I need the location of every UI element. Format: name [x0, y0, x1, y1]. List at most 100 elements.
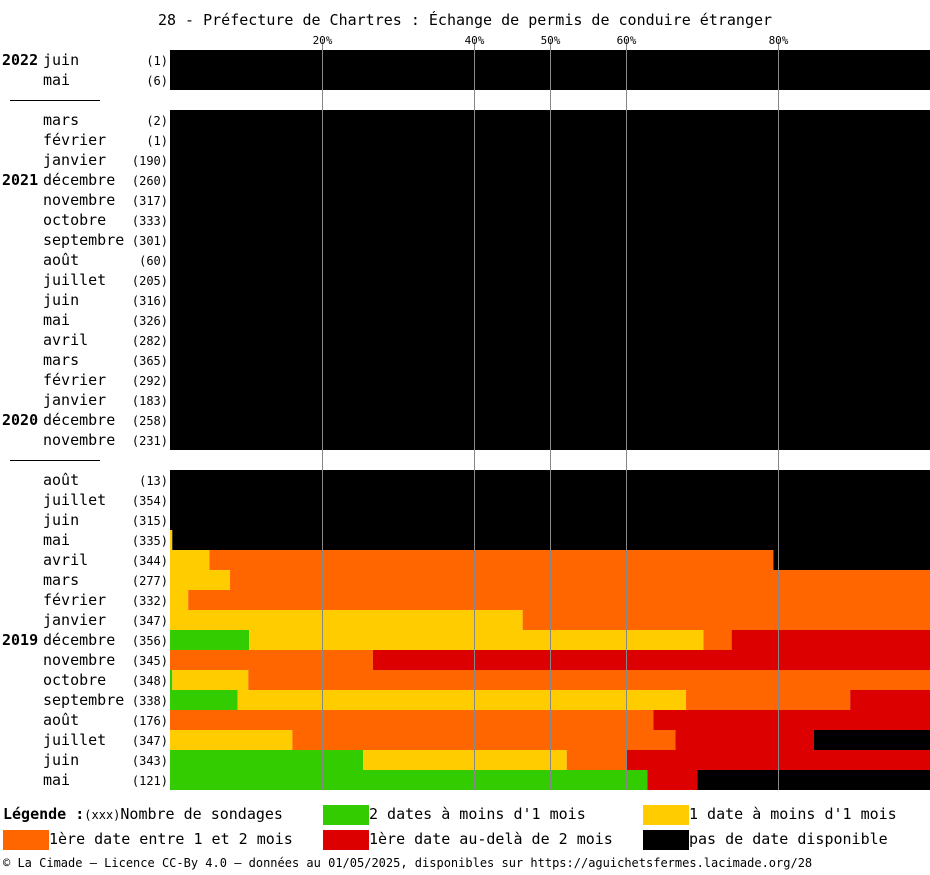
- x-tick-label: 80%: [769, 34, 789, 47]
- row-month-label: juillet: [43, 491, 106, 509]
- bar-segment-yellow: [170, 730, 293, 750]
- row-count-label: (258): [132, 414, 168, 428]
- bar-segment-green: [170, 690, 238, 710]
- x-tick-label: 50%: [541, 34, 561, 47]
- row-month-label: avril: [43, 551, 88, 569]
- legend-label-red: 1ère date au-delà de 2 mois: [369, 830, 613, 848]
- row-count-label: (277): [132, 574, 168, 588]
- row-count-label: (6): [146, 74, 168, 88]
- row-count-label: (317): [132, 194, 168, 208]
- row-month-label: janvier: [43, 391, 106, 409]
- bar-segment-red: [372, 650, 930, 670]
- bar-segment-orange: [170, 710, 654, 730]
- bar-segment-orange: [188, 590, 930, 610]
- row-month-label: février: [43, 371, 106, 389]
- row-month-label: octobre: [43, 211, 106, 229]
- bar-segment-orange: [703, 630, 732, 650]
- bar-segment-yellow: [170, 530, 173, 550]
- bar-segment-orange: [248, 670, 930, 690]
- row-count-label: (2): [146, 114, 168, 128]
- row-count-label: (1): [146, 54, 168, 68]
- row-count-label: (121): [132, 774, 168, 788]
- bar-segment-yellow: [249, 630, 704, 650]
- legend-label-green: 2 dates à moins d'1 mois: [369, 805, 586, 823]
- row-month-label: juillet: [43, 271, 106, 289]
- legend-swatch-black: [643, 829, 689, 850]
- row-count-label: (301): [132, 234, 168, 248]
- legend-item-red: 1ère date au-delà de 2 mois: [323, 828, 613, 850]
- row-count-label: (316): [132, 294, 168, 308]
- row-count-label: (190): [132, 154, 168, 168]
- bar-segment-yellow: [170, 570, 231, 590]
- row-count-label: (347): [132, 734, 168, 748]
- row-year-label: 2022: [2, 51, 38, 69]
- row-year-label: 2020: [2, 411, 38, 429]
- row-count-label: (348): [132, 674, 168, 688]
- footer-credit: © La Cimade – Licence CC-By 4.0 – donnée…: [3, 856, 813, 870]
- row-month-label: août: [43, 251, 79, 269]
- row-month-label: mai: [43, 311, 70, 329]
- bar-segment-green: [170, 770, 648, 790]
- row-month-label: août: [43, 471, 79, 489]
- bar-segment-black: [813, 730, 930, 750]
- row-count-label: (183): [132, 394, 168, 408]
- row-count-label: (13): [139, 474, 168, 488]
- row-month-label: février: [43, 591, 106, 609]
- bar-segment-orange: [292, 730, 676, 750]
- bar-segment-yellow: [363, 750, 567, 770]
- bar-segment-yellow: [170, 590, 189, 610]
- row-count-label: (205): [132, 274, 168, 288]
- row-count-label: (365): [132, 354, 168, 368]
- chart-title: 28 - Préfecture de Chartres : Échange de…: [158, 10, 772, 29]
- row-month-label: mars: [43, 571, 79, 589]
- legend-count-hint: (xxx): [84, 808, 121, 822]
- row-month-label: décembre: [43, 411, 115, 429]
- row-month-label: janvier: [43, 151, 106, 169]
- row-count-label: (354): [132, 494, 168, 508]
- row-count-label: (231): [132, 434, 168, 448]
- row-month-label: septembre: [43, 231, 124, 249]
- bar-segment-black: [773, 550, 930, 570]
- row-count-label: (335): [132, 534, 168, 548]
- legend-item-yellow: 1 date à moins d'1 mois: [643, 803, 897, 825]
- row-year-label: 2021: [2, 171, 38, 189]
- row-month-label: juin: [43, 751, 79, 769]
- row-month-label: mai: [43, 531, 70, 549]
- row-month-label: septembre: [43, 691, 124, 709]
- bar-segment-red: [653, 710, 930, 730]
- row-count-label: (347): [132, 614, 168, 628]
- grid-layer: [322, 40, 779, 790]
- row-month-label: avril: [43, 331, 88, 349]
- legend-label-black: pas de date disponible: [689, 830, 888, 848]
- legend-swatch-yellow: [643, 804, 689, 825]
- bar-segment-green: [170, 750, 364, 770]
- bar-segment-green: [170, 630, 250, 650]
- legend-item-black: pas de date disponible: [643, 828, 888, 850]
- row-count-label: (338): [132, 694, 168, 708]
- bar-segment-orange: [566, 750, 627, 770]
- legend-swatch-orange: [3, 829, 49, 850]
- legend-title: Légende :: [3, 805, 85, 823]
- legend-label-orange: 1ère date entre 1 et 2 mois: [49, 830, 293, 848]
- row-count-label: (260): [132, 174, 168, 188]
- row-month-label: juin: [43, 291, 79, 309]
- row-count-label: (1): [146, 134, 168, 148]
- bar-segment-orange: [522, 610, 930, 630]
- bar-segment-black: [697, 770, 930, 790]
- legend-swatch-red: [323, 829, 369, 850]
- row-month-label: mars: [43, 111, 79, 129]
- legend-label-yellow: 1 date à moins d'1 mois: [689, 805, 897, 823]
- x-ticks-layer: 20% 40% 50% 60% 80%: [313, 34, 789, 47]
- bar-segment-red: [731, 630, 930, 650]
- row-month-label: février: [43, 131, 106, 149]
- row-count-label: (60): [139, 254, 168, 268]
- row-month-label: novembre: [43, 651, 115, 669]
- row-count-label: (344): [132, 554, 168, 568]
- bar-segment-red: [647, 770, 698, 790]
- x-tick-label: 60%: [617, 34, 637, 47]
- bar-segment-red: [850, 690, 930, 710]
- bar-segment-orange: [170, 650, 373, 670]
- row-count-label: (356): [132, 634, 168, 648]
- row-month-label: juin: [43, 51, 79, 69]
- row-count-label: (332): [132, 594, 168, 608]
